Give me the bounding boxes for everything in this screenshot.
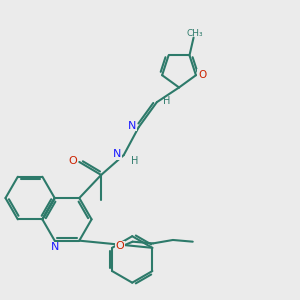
Text: H: H [163, 96, 170, 106]
Text: H: H [131, 156, 138, 166]
Text: N: N [51, 242, 60, 253]
Text: CH₃: CH₃ [187, 29, 204, 38]
Text: N: N [113, 149, 121, 159]
Text: O: O [115, 242, 124, 251]
Text: N: N [128, 121, 136, 131]
Text: O: O [68, 156, 77, 166]
Text: O: O [198, 70, 206, 80]
